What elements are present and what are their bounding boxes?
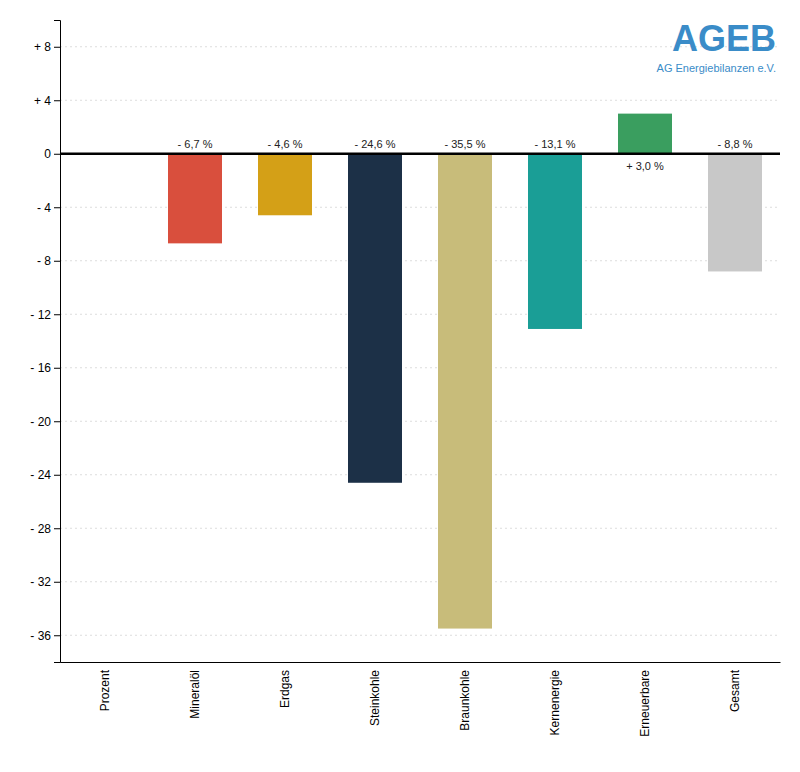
data-label: - 35,5 % [445, 138, 486, 150]
bar [348, 154, 402, 483]
bar [708, 154, 762, 272]
grid-line [60, 367, 780, 368]
data-label: - 4,6 % [268, 138, 303, 150]
y-tick-mark [54, 154, 60, 155]
x-tick-label: Steinkohle [368, 670, 382, 726]
x-tick-label: Mineralöl [188, 670, 202, 719]
y-tick-mark [54, 582, 60, 583]
x-axis-line [61, 662, 781, 663]
y-tick-mark [54, 207, 60, 208]
x-tick: Erneuerbare [638, 662, 652, 737]
y-tick-label: - 16 [30, 361, 51, 375]
y-tick-label: - 20 [30, 415, 51, 429]
data-label: - 6,7 % [178, 138, 213, 150]
y-axis: - 36 - 32 - 28 - 24 - 20 - 16 - 12 - 8 - 4 0 + 4 + … [30, 21, 60, 663]
y-tick-mark [54, 100, 60, 101]
grid [60, 47, 780, 636]
grid-line [60, 581, 780, 582]
y-tick-label: - 24 [30, 468, 51, 482]
x-tick-label: Erneuerbare [638, 670, 652, 737]
y-tick: - 24 [30, 468, 60, 482]
bars [168, 114, 762, 629]
grid-line [60, 153, 780, 154]
x-tick: Steinkohle [368, 662, 382, 726]
bar [618, 114, 672, 154]
y-tick-label: 0 [44, 147, 51, 161]
y-tick: - 32 [30, 575, 60, 589]
plot: - 36 - 32 - 28 - 24 - 20 - 16 - 12 - 8 - 4 0 + 4 + … [30, 18, 780, 737]
x-tick: Gesamt [728, 662, 742, 712]
y-tick: - 36 [30, 629, 60, 643]
y-tick-mark [54, 635, 60, 636]
y-tick-mark [54, 261, 60, 262]
y-tick: + 4 [34, 94, 60, 108]
grid-line [60, 421, 780, 422]
bar [258, 154, 312, 216]
y-tick-mark [54, 421, 60, 422]
data-label: - 8,8 % [718, 138, 753, 150]
y-tick-mark [54, 475, 60, 476]
y-tick: - 28 [30, 522, 60, 536]
x-tick: Mineralöl [188, 662, 202, 719]
y-tick: + 8 [34, 40, 60, 54]
data-label: - 24,6 % [355, 138, 396, 150]
grid-line [60, 474, 780, 475]
logo-subtext: AG Energiebilanzen e.V. [657, 62, 776, 74]
y-tick-mark [54, 47, 60, 48]
bar [528, 154, 582, 329]
chart: - 36 - 32 - 28 - 24 - 20 - 16 - 12 - 8 - 4 0 + 4 + … [0, 0, 800, 772]
x-axis: Prozent Mineralöl Erdgas Steinkohle Braunkoh… [61, 662, 781, 737]
x-tick-label: Kernenergie [548, 670, 562, 736]
y-tick: - 8 [37, 254, 60, 268]
y-tick-mark [54, 528, 60, 529]
bar [438, 154, 492, 629]
x-tick-label: Erdgas [278, 670, 292, 708]
y-tick: - 4 [37, 201, 60, 215]
grid-line [60, 260, 780, 261]
y-tick-label: + 8 [34, 40, 51, 54]
y-axis-line [54, 21, 61, 663]
grid-line [60, 635, 780, 636]
bar [168, 154, 222, 244]
x-tick: Erdgas [278, 662, 292, 708]
annotations: AGEB AG Energiebilanzen e.V. [657, 18, 776, 74]
y-tick-label: - 32 [30, 575, 51, 589]
y-tick-label: - 28 [30, 522, 51, 536]
zero-line [60, 153, 780, 156]
x-tick: Prozent [98, 662, 112, 711]
y-tick: 0 [44, 147, 60, 161]
logo-text: AGEB [672, 18, 776, 59]
y-tick-label: - 8 [37, 254, 51, 268]
y-tick-mark [54, 314, 60, 315]
x-tick: Kernenergie [548, 662, 562, 735]
grid-line [60, 314, 780, 315]
y-tick-label: - 4 [37, 201, 51, 215]
data-label: - 13,1 % [535, 138, 576, 150]
data-label: + 3,0 % [626, 160, 664, 172]
y-tick: - 16 [30, 361, 60, 375]
data-labels: - 6,7 % - 4,6 % - 24,6 % - 35,5 % - 13,1 % + … [178, 138, 753, 172]
y-tick-label: + 4 [34, 94, 51, 108]
grid-line [60, 528, 780, 529]
x-tick-label: Braunkohle [458, 670, 472, 731]
y-tick-label: - 12 [30, 308, 51, 322]
y-tick: - 12 [30, 308, 60, 322]
x-tick-label: Gesamt [728, 669, 742, 712]
y-tick: - 20 [30, 415, 60, 429]
y-tick-mark [54, 368, 60, 369]
grid-line [60, 100, 780, 101]
y-tick-label: - 36 [30, 629, 51, 643]
x-tick: Braunkohle [458, 662, 472, 731]
x-tick-label: Prozent [98, 669, 112, 711]
